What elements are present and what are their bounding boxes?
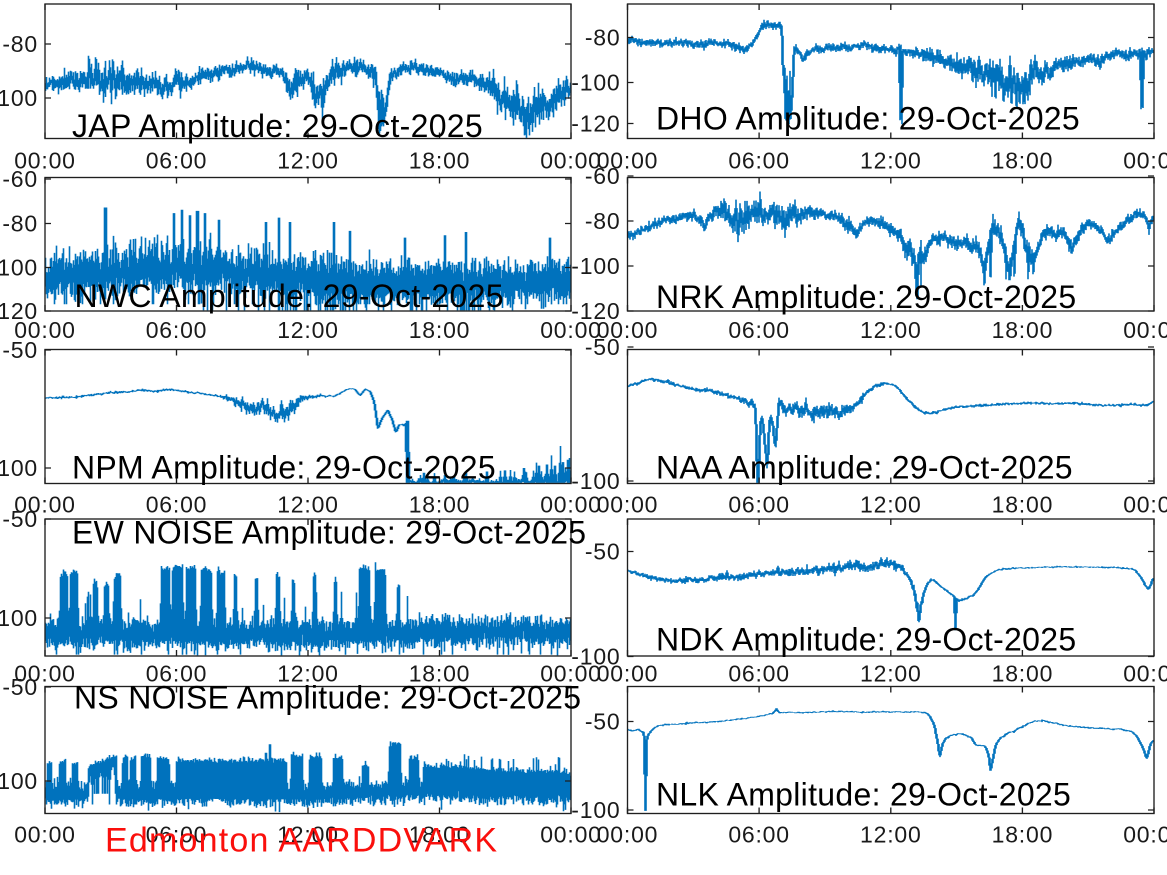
svg-text:00:00: 00:00	[597, 492, 659, 518]
svg-text:NAA Amplitude: 29-Oct-2025: NAA Amplitude: 29-Oct-2025	[656, 450, 1073, 486]
svg-text:00:00: 00:00	[14, 148, 76, 174]
svg-text:-120: -120	[0, 298, 38, 324]
svg-text:06:00: 06:00	[146, 317, 208, 343]
svg-text:-50: -50	[2, 337, 38, 363]
svg-text:NPM Amplitude: 29-Oct-2025: NPM Amplitude: 29-Oct-2025	[72, 450, 496, 486]
svg-text:18:00: 18:00	[992, 317, 1054, 343]
svg-text:06:00: 06:00	[146, 148, 208, 174]
svg-text:12:00: 12:00	[860, 661, 922, 687]
svg-text:NLK Amplitude: 29-Oct-2025: NLK Amplitude: 29-Oct-2025	[656, 777, 1071, 813]
svg-text:-100: -100	[0, 85, 38, 111]
svg-text:00:00: 00:00	[14, 822, 76, 848]
svg-text:00:00: 00:00	[1123, 492, 1167, 518]
svg-text:12:00: 12:00	[277, 148, 339, 174]
svg-text:00:00: 00:00	[1123, 822, 1167, 848]
svg-text:00:00: 00:00	[597, 317, 659, 343]
svg-text:00:00: 00:00	[1123, 148, 1167, 174]
svg-text:-100: -100	[571, 643, 620, 669]
svg-text:-80: -80	[585, 208, 621, 234]
svg-text:-100: -100	[571, 253, 620, 279]
svg-text:00:00: 00:00	[597, 822, 659, 848]
svg-text:NWC Amplitude: 29-Oct-2025: NWC Amplitude: 29-Oct-2025	[75, 278, 504, 314]
svg-text:12:00: 12:00	[860, 822, 922, 848]
svg-text:DHO Amplitude: 29-Oct-2025: DHO Amplitude: 29-Oct-2025	[656, 101, 1080, 137]
svg-text:EW NOISE Amplitude: 29-Oct-202: EW NOISE Amplitude: 29-Oct-2025	[72, 515, 586, 551]
svg-text:-100: -100	[0, 254, 38, 280]
svg-text:-100: -100	[0, 455, 38, 481]
svg-text:00:00: 00:00	[540, 317, 602, 343]
svg-text:18:00: 18:00	[409, 822, 471, 848]
svg-text:-50: -50	[2, 506, 38, 532]
svg-text:18:00: 18:00	[409, 661, 471, 687]
svg-text:00:00: 00:00	[1123, 661, 1167, 687]
svg-text:18:00: 18:00	[992, 148, 1054, 174]
svg-text:00:00: 00:00	[1123, 317, 1167, 343]
svg-text:06:00: 06:00	[728, 492, 790, 518]
svg-text:12:00: 12:00	[277, 492, 339, 518]
svg-text:06:00: 06:00	[728, 317, 790, 343]
svg-text:-80: -80	[2, 31, 38, 57]
svg-text:-100: -100	[0, 768, 38, 794]
svg-text:00:00: 00:00	[14, 661, 76, 687]
svg-text:12:00: 12:00	[860, 317, 922, 343]
svg-text:18:00: 18:00	[409, 148, 471, 174]
svg-text:06:00: 06:00	[728, 822, 790, 848]
svg-text:-50: -50	[585, 538, 621, 564]
svg-text:00:00: 00:00	[14, 317, 76, 343]
svg-text:Edmonton AARDDVARK: Edmonton AARDDVARK	[105, 822, 498, 860]
svg-text:00:00: 00:00	[540, 822, 602, 848]
svg-text:12:00: 12:00	[277, 822, 339, 848]
svg-text:-80: -80	[585, 24, 621, 50]
svg-text:18:00: 18:00	[409, 492, 471, 518]
svg-text:-100: -100	[571, 468, 620, 494]
svg-text:-50: -50	[585, 708, 621, 734]
svg-text:18:00: 18:00	[992, 661, 1054, 687]
svg-text:00:00: 00:00	[14, 492, 76, 518]
svg-text:06:00: 06:00	[146, 492, 208, 518]
svg-text:-60: -60	[2, 166, 38, 192]
svg-text:18:00: 18:00	[992, 492, 1054, 518]
svg-text:18:00: 18:00	[409, 317, 471, 343]
svg-text:NDK Amplitude: 29-Oct-2025: NDK Amplitude: 29-Oct-2025	[656, 622, 1076, 658]
svg-text:06:00: 06:00	[728, 661, 790, 687]
svg-text:NS NOISE Amplitude: 29-Oct-202: NS NOISE Amplitude: 29-Oct-2025	[74, 680, 581, 716]
svg-text:00:00: 00:00	[597, 148, 659, 174]
svg-text:NRK Amplitude: 29-Oct-2025: NRK Amplitude: 29-Oct-2025	[656, 279, 1076, 315]
svg-text:00:00: 00:00	[597, 661, 659, 687]
svg-text:-100: -100	[0, 605, 38, 631]
svg-text:JAP Amplitude: 29-Oct-2025: JAP Amplitude: 29-Oct-2025	[72, 108, 483, 144]
svg-text:-50: -50	[2, 674, 38, 700]
svg-text:12:00: 12:00	[277, 317, 339, 343]
svg-text:-60: -60	[585, 163, 621, 189]
svg-text:12:00: 12:00	[860, 148, 922, 174]
svg-text:-120: -120	[571, 298, 620, 324]
svg-text:12:00: 12:00	[277, 661, 339, 687]
svg-text:00:00: 00:00	[540, 492, 602, 518]
svg-text:06:00: 06:00	[146, 661, 208, 687]
svg-text:06:00: 06:00	[728, 148, 790, 174]
svg-text:-50: -50	[585, 334, 621, 360]
svg-text:00:00: 00:00	[540, 661, 602, 687]
svg-text:-100: -100	[571, 797, 620, 823]
svg-text:12:00: 12:00	[860, 492, 922, 518]
svg-text:-120: -120	[571, 110, 620, 136]
svg-text:-80: -80	[2, 210, 38, 236]
svg-text:-100: -100	[571, 69, 620, 95]
svg-text:18:00: 18:00	[992, 822, 1054, 848]
svg-text:06:00: 06:00	[146, 822, 208, 848]
svg-text:00:00: 00:00	[540, 148, 602, 174]
